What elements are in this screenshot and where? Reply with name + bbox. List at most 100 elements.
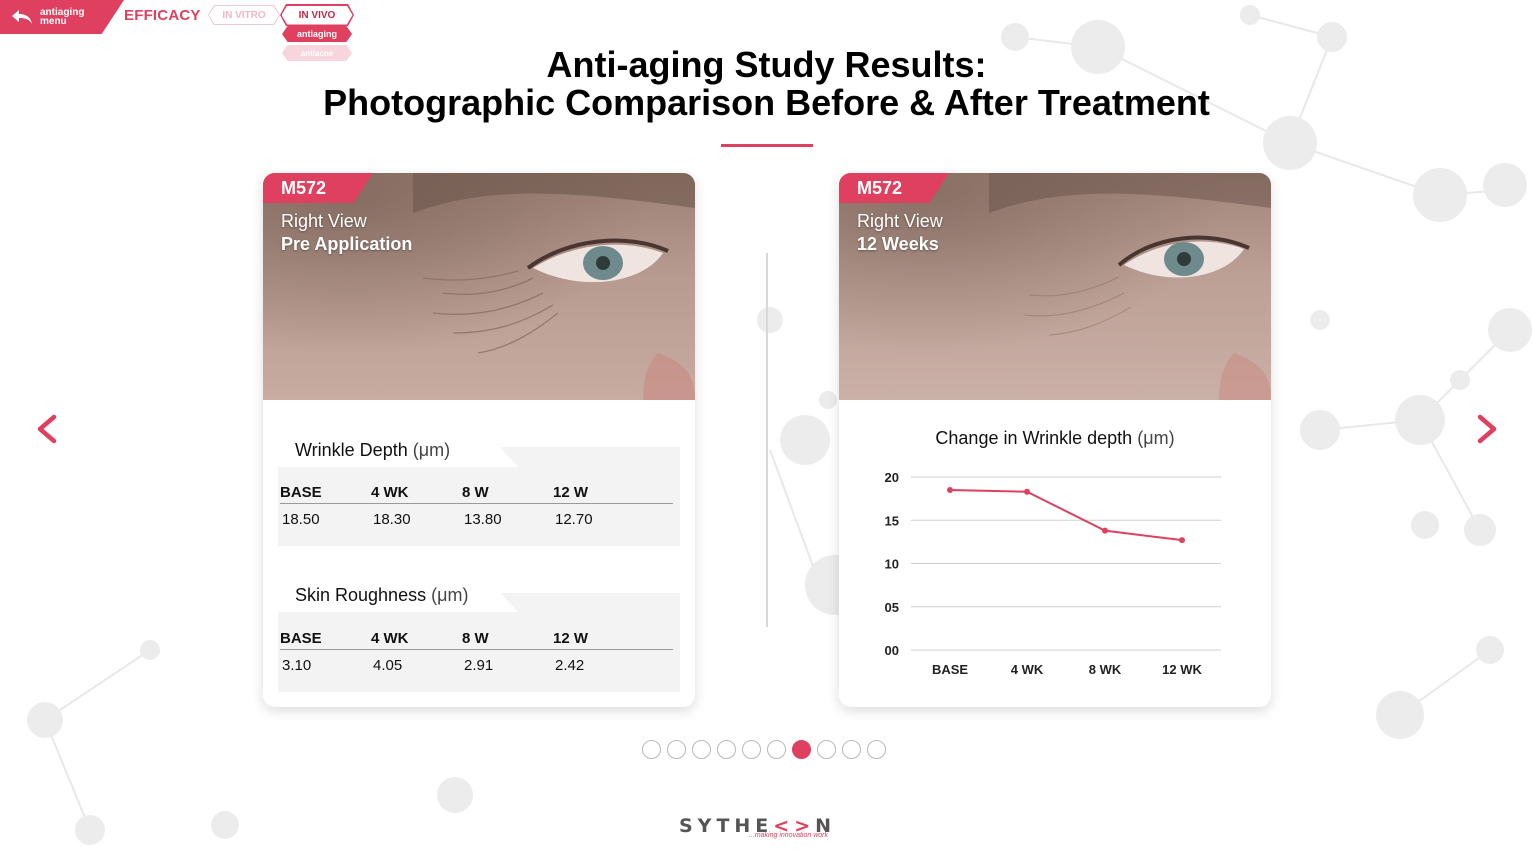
- view-label: Right View: [281, 211, 367, 231]
- skin-roughness-unit: (μm): [431, 585, 469, 605]
- wrinkle-depth-line-chart: 00 05 10 15 20 BASE 4 WK 8 WK 12 WK: [885, 470, 1221, 677]
- tab-in-vivo[interactable]: IN VIVO: [280, 4, 354, 26]
- table-header: 8 W: [462, 630, 489, 647]
- stage-label: Pre Application: [281, 234, 413, 254]
- back-label: antiaging menu: [40, 7, 85, 27]
- brand-tagline: ...making innovation work: [749, 832, 828, 839]
- table-header: 8 W: [462, 484, 489, 501]
- chart-title: Change in Wrinkle depth (μm): [839, 428, 1271, 449]
- y-tick-label: 10: [885, 557, 899, 572]
- after-photo: M572 Right View 12 Weeks: [839, 173, 1271, 400]
- x-axis: BASE 4 WK 8 WK 12 WK: [932, 662, 1203, 677]
- brand-logo: SYTHE<>N: [679, 815, 836, 837]
- table-header: 4 WK: [371, 484, 409, 501]
- view-label: Right View: [857, 211, 943, 231]
- series-points: [947, 486, 1185, 544]
- after-card: M572 Right View 12 Weeks Change in Wrink…: [839, 173, 1271, 707]
- subtab-antiacne[interactable]: antiacne: [282, 45, 352, 61]
- subtab-antiaging[interactable]: antiaging: [282, 26, 352, 42]
- table-row: 3.10 4.05 2.91 2.42: [280, 650, 673, 674]
- stage-label: 12 Weeks: [857, 234, 939, 254]
- chart-grid: [911, 476, 1221, 651]
- sample-badge: M572: [839, 173, 949, 203]
- pagination-dot[interactable]: [767, 740, 786, 759]
- x-tick-label: 8 WK: [1089, 662, 1122, 677]
- table-cell: 18.30: [373, 511, 411, 528]
- eye-closeup-image: [839, 173, 1271, 400]
- table-row: 18.50 18.30 13.80 12.70: [280, 504, 673, 528]
- table-header: BASE: [280, 630, 322, 647]
- pagination-dot[interactable]: [692, 740, 711, 759]
- photo-caption: Right View 12 Weeks: [857, 210, 943, 256]
- eye-closeup-image: [263, 173, 695, 400]
- skin-roughness-title-text: Skin Roughness: [295, 585, 427, 605]
- pagination-dot[interactable]: [742, 740, 761, 759]
- x-tick-label: 12 WK: [1162, 662, 1202, 677]
- table-cell: 3.10: [282, 657, 312, 674]
- table-cell: 18.50: [282, 511, 320, 528]
- data-point: [1102, 527, 1108, 534]
- table-cell: 4.05: [373, 657, 403, 674]
- logo-text-mark: <>: [773, 815, 816, 837]
- pagination-dot[interactable]: [792, 740, 811, 759]
- chart-title-unit: (μm): [1137, 428, 1175, 448]
- y-tick-label: 20: [885, 470, 899, 485]
- skin-roughness-data: BASE 4 WK 8 W 12 W 3.10 4.05 2.91 2.42: [280, 628, 673, 674]
- tab-in-vivo-label: IN VIVO: [281, 5, 353, 25]
- chevron-right-icon[interactable]: [1474, 414, 1500, 444]
- tab-in-vitro-label: IN VITRO: [209, 6, 279, 24]
- y-axis: 00 05 10 15 20: [885, 470, 899, 658]
- table-cell: 13.80: [464, 511, 502, 528]
- data-point: [1024, 488, 1030, 495]
- section-title: EFFICACY: [124, 7, 201, 24]
- back-label-line2: menu: [40, 16, 67, 27]
- back-label-line1: antiaging: [40, 7, 85, 18]
- pagination-dot[interactable]: [817, 740, 836, 759]
- page-title-line1: Anti-aging Study Results:: [546, 44, 987, 85]
- table-cell: 12.70: [555, 511, 593, 528]
- x-tick-label: BASE: [932, 662, 968, 677]
- table-header: 4 WK: [371, 630, 409, 647]
- before-card: M572 Right View Pre Application Wrinkle …: [263, 173, 695, 707]
- table-header: 12 W: [553, 484, 589, 501]
- y-tick-label: 00: [885, 643, 899, 658]
- skin-roughness-title: Skin Roughness (μm): [278, 576, 518, 612]
- wrinkle-depth-unit: (μm): [412, 440, 451, 460]
- page-title: Anti-aging Study Results: Photographic C…: [0, 46, 1533, 122]
- y-tick-label: 15: [885, 513, 899, 528]
- x-tick-label: 4 WK: [1011, 662, 1044, 677]
- back-to-menu-button[interactable]: antiaging menu: [0, 0, 124, 34]
- card-divider: [766, 253, 768, 627]
- photo-caption: Right View Pre Application: [281, 210, 412, 256]
- chart-title-text: Change in Wrinkle depth: [935, 428, 1133, 448]
- data-point: [1179, 537, 1185, 544]
- data-point: [947, 486, 953, 493]
- sample-badge: M572: [263, 173, 373, 203]
- table-cell: 2.42: [555, 657, 585, 674]
- pagination-dots: [642, 740, 886, 759]
- wrinkle-depth-title: Wrinkle Depth (μm): [278, 431, 518, 467]
- table-header-row: BASE 4 WK 8 W 12 W: [280, 628, 673, 650]
- table-header: BASE: [280, 484, 322, 501]
- series-line-path: [949, 488, 1183, 542]
- chevron-left-icon[interactable]: [34, 414, 60, 444]
- logo-text-right: N: [815, 815, 837, 837]
- table-header-row: BASE 4 WK 8 W 12 W: [280, 482, 673, 504]
- footer-logo-area: SYTHE<>N ...making innovation work: [625, 793, 910, 859]
- y-tick-label: 05: [885, 600, 899, 615]
- pagination-dot[interactable]: [842, 740, 861, 759]
- title-underline: [721, 144, 813, 147]
- series-line: [949, 488, 1183, 542]
- table-header: 12 W: [553, 630, 589, 647]
- table-cell: 2.91: [464, 657, 494, 674]
- pagination-dot[interactable]: [642, 740, 661, 759]
- before-photo: M572 Right View Pre Application: [263, 173, 695, 400]
- pagination-dot[interactable]: [667, 740, 686, 759]
- pagination-dot[interactable]: [867, 740, 886, 759]
- tab-in-vitro[interactable]: IN VITRO: [208, 5, 280, 25]
- logo-text-left: SYTHE: [679, 815, 774, 837]
- wrinkle-depth-data: BASE 4 WK 8 W 12 W 18.50 18.30 13.80 12.…: [280, 482, 673, 528]
- pagination-dot[interactable]: [717, 740, 736, 759]
- page-title-line2: Photographic Comparison Before & After T…: [323, 82, 1210, 123]
